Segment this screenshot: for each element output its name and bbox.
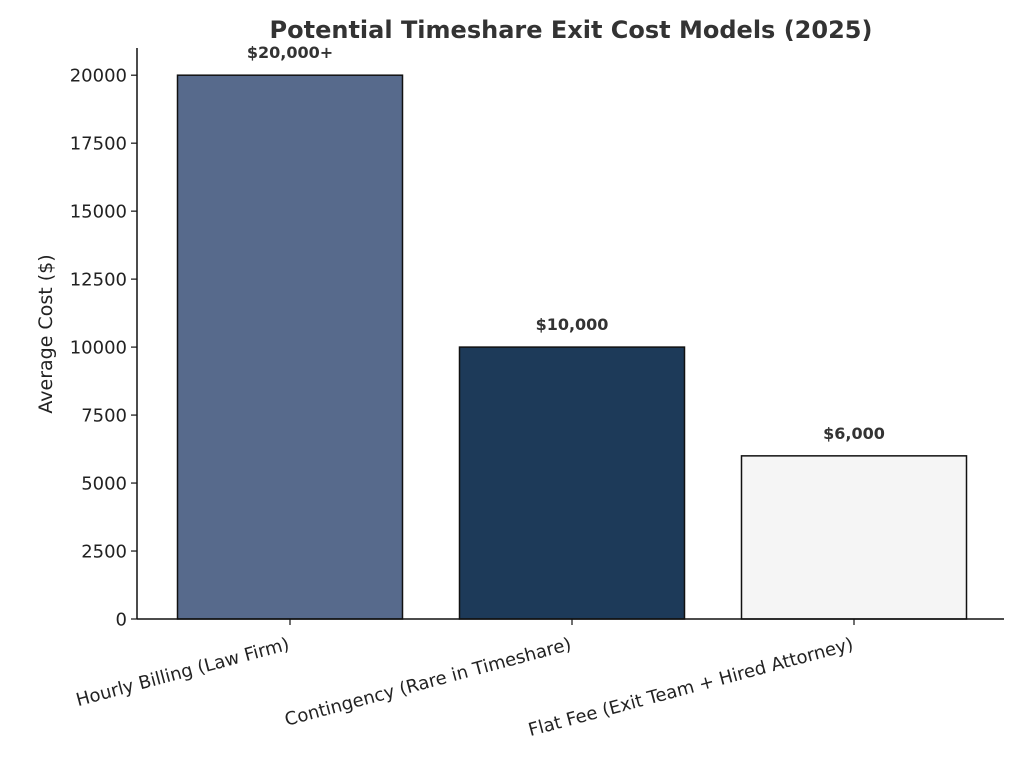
y-tick-label: 5000 [81,474,127,495]
data-label-1: $20,000+ [247,43,333,62]
y-tick-label: 20000 [70,66,127,87]
y-tick-label: 10000 [70,338,127,359]
x-tick-label: Hourly Billing (Law Firm) [74,634,292,711]
y-tick-label: 2500 [81,542,127,563]
y-tick-label: 15000 [70,202,127,223]
data-label-2: $10,000 [536,315,609,334]
chart-title: Potential Timeshare Exit Cost Models (20… [270,16,873,44]
x-tick-label: Contingency (Rare in Timeshare) [283,634,574,731]
bar-1 [176,74,404,620]
plot-area: $20,000+ $10,000 $6,000 0 2500 5000 7500 10000 1… [70,43,1004,741]
y-tick-label: 0 [116,610,127,631]
y-tick-label: 17500 [70,134,127,155]
y-tick-label: 7500 [81,406,127,427]
bar-2 [458,346,686,620]
y-axis-label: Average Cost ($) [35,254,57,413]
bar-3 [740,455,968,620]
y-tick-label: 12500 [70,270,127,291]
data-label-3: $6,000 [823,424,885,443]
x-tick-label: Flat Fee (Exit Team + Hired Attorney) [526,634,855,741]
